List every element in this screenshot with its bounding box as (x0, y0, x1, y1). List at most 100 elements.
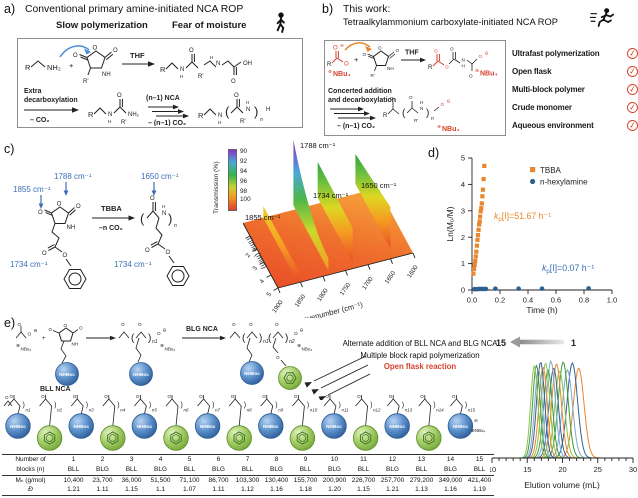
svg-text:O: O (232, 322, 236, 327)
nhboc-ball: NHBoc (5, 413, 31, 439)
mn-value: 103,300 (233, 474, 262, 486)
row-header: blocks (n) (16, 465, 45, 473)
repeat-label: n1 (152, 339, 158, 345)
bracket: ( (140, 211, 145, 226)
bracket: ) (402, 402, 404, 409)
checklist-item: Aqueous environment ✓ (512, 117, 638, 135)
svg-text:O: O (363, 52, 367, 57)
svg-text:– (n–1) CO₂: – (n–1) CO₂ (148, 120, 186, 126)
walking-person-icon (276, 12, 285, 33)
colorbar-tick-label: 96 (240, 178, 248, 185)
scatter-point-tbba (479, 201, 484, 206)
svg-text:R': R' (83, 79, 88, 85)
block-type: BLG (327, 465, 341, 473)
block-type: BLL (241, 465, 254, 473)
dispersity-value: 1.16 (436, 485, 465, 497)
bracket: ( (402, 108, 406, 119)
wavenumber-tick-label: 1600 (406, 264, 420, 280)
nhboc-ball: NHBoc (68, 413, 94, 439)
block-number: 10 (320, 453, 349, 465)
dispersity-value: 1.16 (262, 485, 291, 497)
svg-text:H: H (420, 100, 423, 105)
svg-text:OH: OH (243, 61, 252, 67)
bracket: ( (131, 333, 135, 344)
svg-text:O: O (150, 196, 155, 202)
panel-a-tag-slow: Slow polymerization (56, 20, 148, 31)
scatter-point-tbba (477, 219, 482, 224)
bracket: ) (307, 402, 309, 409)
peak-label-1788: 1788 cm⁻¹ (300, 141, 336, 150)
svg-text:TBBA: TBBA (101, 204, 122, 213)
svg-text:O: O (145, 248, 150, 254)
row-header: Number of (2, 453, 59, 465)
cascade-arrows (304, 355, 371, 400)
svg-text:⊖: ⊖ (447, 99, 451, 104)
repeat-label: n4 (120, 408, 125, 413)
svg-text:O: O (63, 253, 68, 259)
bracket: ) (149, 402, 151, 409)
panel-d-label: d) (428, 146, 440, 160)
bracket: ( (268, 333, 272, 344)
x-tick-label: 25 (594, 465, 602, 474)
svg-text:O: O (157, 331, 161, 336)
block-number: 4 (146, 453, 175, 465)
scatter-point-hexylamine (539, 286, 545, 291)
dispersity-value: 1.21 (378, 485, 407, 497)
svg-text:H: H (162, 204, 165, 209)
nhboc-ball: NHBoc (321, 413, 347, 439)
dispersity-value: 1.1 (146, 485, 175, 497)
svg-text:N: N (216, 61, 220, 67)
bracket: ) (254, 104, 258, 119)
svg-text:n: n (260, 117, 263, 123)
scatter-point-hexylamine (483, 286, 489, 292)
panel-a-title: Conventional primary amine-initiated NCA… (25, 4, 244, 15)
svg-text:⊕: ⊕ (160, 343, 164, 348)
gpc-chart: 15 1 10 15 20 25 30 Elution volume (mL) (490, 336, 637, 490)
svg-text:R: R (428, 65, 433, 71)
block-number: 6 (204, 453, 233, 465)
svg-text:–n CO₂: –n CO₂ (99, 225, 123, 232)
wavenumber-tick-label: 1850 (294, 293, 308, 309)
y-tick-label: 0 (461, 286, 465, 295)
svg-text:O: O (138, 322, 142, 327)
row-header: Mₙ (g/mol) (2, 474, 59, 486)
amine-intermediate: R N H O NH₂ R' (88, 93, 140, 126)
peak-label-1650: 1650 cm⁻¹ (361, 181, 397, 190)
svg-text:N: N (218, 113, 222, 119)
bracket: ) (285, 333, 288, 344)
svg-text:NBu₄: NBu₄ (302, 347, 313, 352)
scatter-point-tbba (475, 237, 480, 242)
block-type: BLG (443, 465, 457, 473)
svg-text:N: N (162, 211, 166, 217)
benzyl-ball (226, 425, 252, 451)
row-header: Đ (2, 485, 59, 497)
colorbar-gradient (228, 149, 237, 211)
svg-text:H: H (266, 107, 270, 113)
reaction-arrow-thf: THF (122, 51, 155, 67)
mixed-anhydride-product: R O O O N H O O (428, 47, 498, 79)
svg-text:O: O (276, 355, 280, 360)
scatter-point-tbba (480, 194, 485, 199)
svg-text:N: N (108, 112, 112, 118)
y-axis-title: Ln(M₀/M) (445, 206, 455, 241)
peak-label-1855: 1855 cm⁻¹ (245, 213, 281, 222)
gpc-direction-arrow (510, 336, 564, 348)
block-type: BLG (269, 465, 283, 473)
svg-text:O: O (57, 202, 62, 208)
svg-text:– (n–1) CO₂: – (n–1) CO₂ (337, 123, 375, 130)
first-block-oligomer: O ( O ) n1 O ⊖ ⊕ NBu₄ NHBoc (118, 322, 175, 386)
atom-label: O (168, 394, 172, 399)
svg-text:NH₂: NH₂ (47, 63, 61, 72)
svg-text:⊕: ⊕ (328, 69, 332, 74)
scatter-point-tbba (474, 249, 479, 254)
svg-text:N: N (420, 106, 423, 111)
atom-label: O (136, 394, 140, 399)
peak-label-1734: 1734 cm⁻¹ (313, 191, 349, 200)
nca-monomer: O O O NH O O (38, 202, 87, 289)
atom-label: O (294, 394, 298, 399)
block-number: 11 (349, 453, 378, 465)
acetate-initiator: O O ⊖ ⊕ NBu₄ + (15, 322, 46, 352)
tbba-arrow: TBBA –n CO₂ (92, 204, 135, 232)
svg-text:O: O (450, 47, 454, 52)
bll-nca-label: BLL NCA (40, 386, 71, 393)
